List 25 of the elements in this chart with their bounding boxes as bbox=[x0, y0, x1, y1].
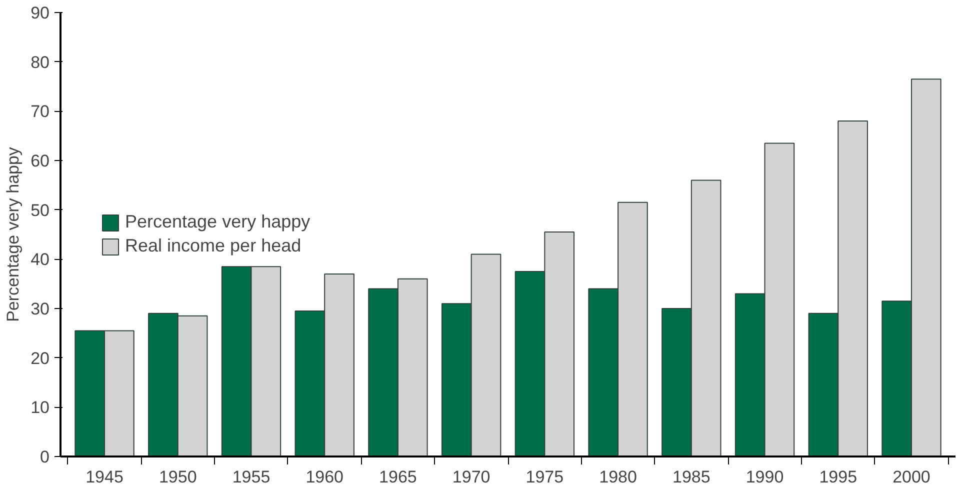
y-tick-label: 30 bbox=[30, 300, 50, 318]
x-tick-label: 2000 bbox=[892, 468, 930, 486]
y-axis-title: Percentage very happy bbox=[4, 146, 23, 322]
y-tick-label: 80 bbox=[30, 52, 50, 72]
x-tick-label: 1990 bbox=[746, 468, 784, 486]
x-tick-label: 1960 bbox=[306, 468, 344, 486]
x-tick-label: 1945 bbox=[86, 468, 124, 486]
x-tick-label: 1955 bbox=[232, 468, 270, 486]
y-tick-label: 70 bbox=[30, 102, 50, 122]
y-tick-label: 40 bbox=[30, 250, 50, 270]
x-tick-label: 1985 bbox=[672, 468, 710, 486]
x-tick-label: 1975 bbox=[526, 468, 564, 486]
legend-label: Percentage very happy bbox=[125, 212, 310, 232]
x-tick-label: 1950 bbox=[158, 468, 197, 486]
y-tick-label: 20 bbox=[30, 348, 50, 368]
x-tick-label: 1995 bbox=[819, 468, 858, 486]
y-tick-label: 60 bbox=[30, 152, 50, 170]
y-tick-label: 0 bbox=[40, 448, 50, 466]
x-tick-label: 1970 bbox=[452, 468, 490, 486]
y-tick-label: 90 bbox=[30, 4, 50, 22]
legend-label: Real income per head bbox=[125, 236, 302, 256]
x-tick-label: 1965 bbox=[379, 468, 417, 486]
x-tick-label: 1980 bbox=[599, 468, 637, 486]
y-tick-label: 50 bbox=[30, 200, 50, 220]
y-tick-label: 10 bbox=[30, 398, 50, 418]
